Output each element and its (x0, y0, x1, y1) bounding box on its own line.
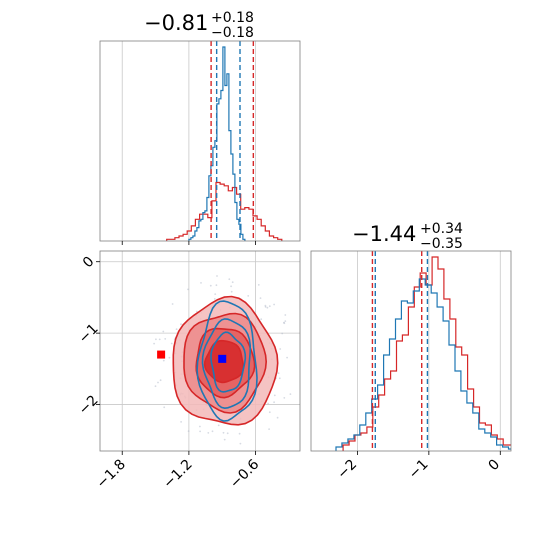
scatter-point (273, 303, 275, 306)
scatter-point (239, 442, 242, 445)
scatter-point (215, 284, 218, 287)
histogram-param2: −2 −1 0 (310, 250, 512, 483)
scatter-point (199, 425, 201, 428)
scatter-point (283, 322, 286, 325)
scatter-point (284, 314, 287, 316)
histogram-red-series (166, 181, 283, 241)
scatter-point (217, 424, 220, 427)
x-tick-label: 0 (485, 457, 503, 475)
scatter-point (180, 421, 183, 423)
scatter-point (238, 432, 241, 435)
scatter-point (187, 288, 189, 291)
scatter-point (273, 394, 276, 397)
scatter-point (259, 297, 262, 299)
x-tick-label: −2 (334, 457, 360, 483)
axes-frame (99, 40, 301, 242)
scatter-point (257, 284, 260, 286)
scatter-point (195, 310, 198, 313)
axes-frame (99, 250, 301, 452)
scatter-point (163, 406, 166, 409)
scatter-point (264, 306, 267, 308)
histogram-red-series (342, 256, 511, 451)
x-tick-label: −1.2 (160, 457, 195, 492)
scatter-point (171, 303, 174, 305)
scatter-point (168, 356, 171, 359)
scatter-point (162, 330, 165, 333)
scatter-point (267, 402, 269, 405)
scatter-point (231, 281, 234, 284)
scatter-point (213, 298, 216, 300)
histogram-param1 (99, 40, 301, 245)
y-tick-label: −2 (76, 392, 102, 418)
title-param1-plus: +0.18 (211, 10, 254, 26)
x-tick-label: −0.6 (227, 456, 262, 491)
scatter-point (226, 432, 229, 435)
scatter-point (162, 359, 165, 362)
scatter-point (228, 278, 231, 281)
title-param2-minus: −0.35 (420, 236, 463, 252)
title-param1-minus: −0.18 (211, 25, 254, 41)
scatter-point (158, 338, 161, 341)
blue-marker (218, 354, 227, 363)
red-marker (157, 350, 166, 359)
scatter-point (283, 397, 286, 399)
scatter-point (209, 284, 212, 287)
blue-contour (196, 300, 258, 422)
scatter-point (170, 342, 173, 345)
scatter-point (268, 411, 271, 414)
scatter-point (211, 430, 214, 433)
scatter-point (200, 282, 202, 284)
scatter-point (159, 379, 162, 382)
y-tick-label: −1 (76, 321, 102, 347)
title-param1-value: −0.81 (144, 11, 208, 35)
scatter-point (155, 338, 157, 341)
scatter-point (223, 438, 226, 441)
scatter-point (180, 323, 182, 326)
scatter-point (247, 295, 250, 297)
x-tick-label: −1.8 (94, 457, 129, 492)
histogram-blue-series (335, 278, 511, 451)
scatter-point (214, 293, 217, 295)
scatter-point (281, 332, 284, 335)
scatter-point (278, 377, 281, 380)
scatter-point (154, 385, 157, 388)
blue-contour (201, 318, 251, 410)
title-param2-plus: +0.34 (420, 221, 463, 237)
scatter-point (230, 290, 233, 293)
scatter-point (164, 338, 167, 340)
scatter-point (175, 328, 178, 331)
scatter-point (276, 416, 279, 419)
blue-contour (210, 331, 247, 393)
y-tick-label: 0 (80, 254, 98, 272)
x-tick-label: −1 (406, 457, 432, 483)
scatter-point (268, 428, 270, 430)
scatter-point (153, 342, 156, 345)
scatter-point (207, 432, 210, 434)
scatter-point (273, 401, 275, 404)
scatter-point (222, 431, 225, 434)
title-param2-value: −1.44 (352, 222, 416, 246)
scatter-point (284, 320, 287, 322)
scatter-point (216, 275, 218, 277)
joint-contour-panel: 0 −1 −2 −1.8 −1.2 −0.6 (76, 250, 301, 492)
scatter-point (157, 381, 159, 384)
scatter-point (199, 430, 202, 433)
scatter-point (260, 318, 263, 321)
scatter-point (279, 348, 282, 350)
scatter-point (286, 356, 288, 359)
scatter-point (266, 306, 269, 309)
scatter-point (230, 285, 233, 288)
axes-frame (310, 250, 512, 452)
scatter-point (187, 430, 190, 432)
scatter-point (268, 305, 271, 308)
scatter-point (289, 393, 292, 395)
scatter-point (277, 372, 280, 375)
